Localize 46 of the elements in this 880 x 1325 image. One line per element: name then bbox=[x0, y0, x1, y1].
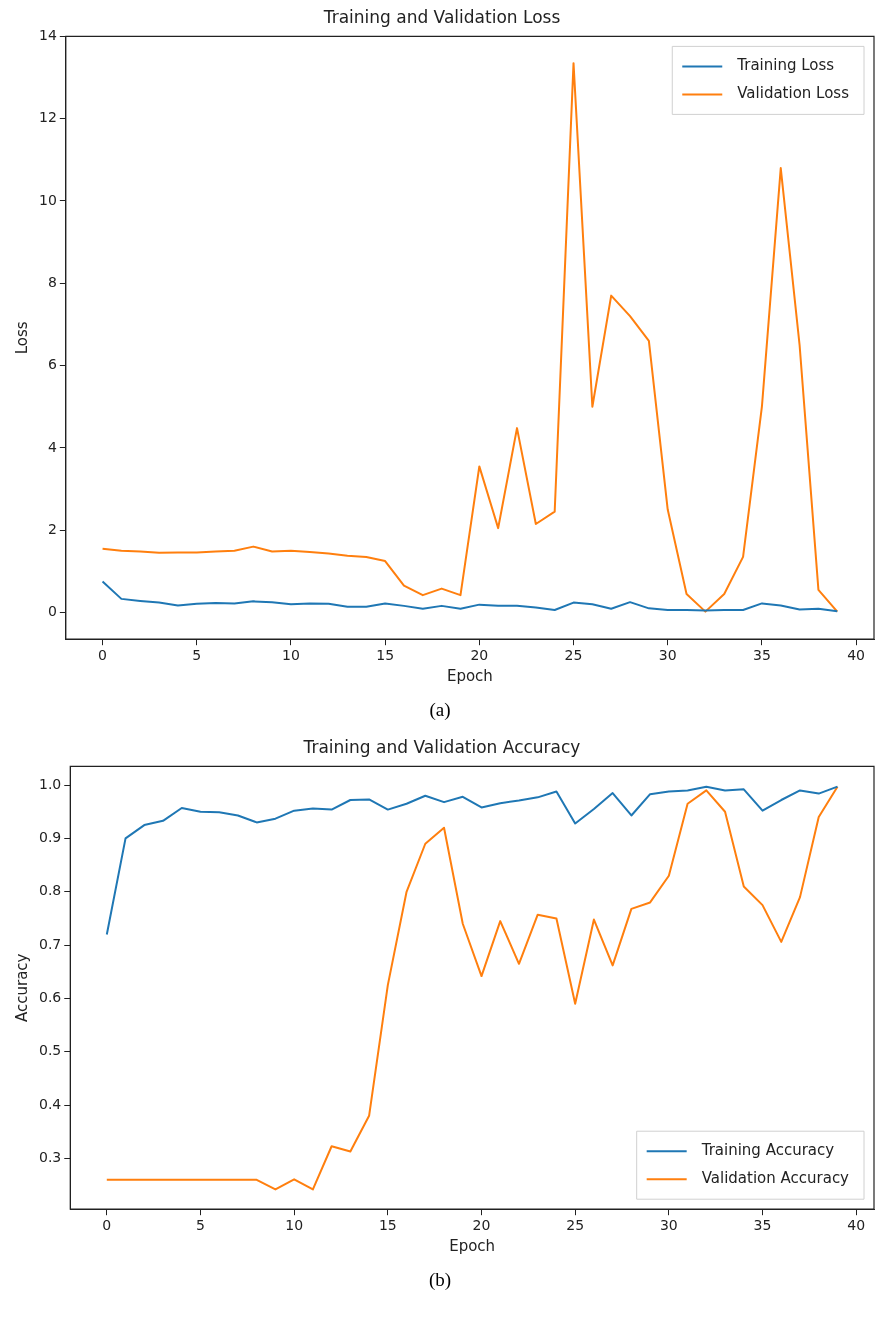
x-tick-label: 15 bbox=[378, 1217, 397, 1234]
x-tick-label: 40 bbox=[847, 1217, 866, 1234]
x-tick-label: 5 bbox=[192, 647, 202, 664]
y-tick-label: 0 bbox=[47, 603, 57, 620]
x-tick-label: 25 bbox=[564, 647, 583, 664]
chart-title: Training and Validation Loss bbox=[322, 6, 561, 27]
y-tick-label: 12 bbox=[38, 109, 57, 126]
text: (a) bbox=[428, 698, 452, 722]
x-tick-label: 25 bbox=[566, 1217, 585, 1234]
x-tick-label: 30 bbox=[659, 1217, 678, 1234]
x-tick-label: 20 bbox=[472, 1217, 491, 1234]
y-tick-label: 4 bbox=[47, 438, 57, 455]
y-tick-label: 0.3 bbox=[39, 1149, 62, 1166]
text: (b) bbox=[427, 1268, 453, 1292]
x-tick-label: 20 bbox=[470, 647, 489, 664]
x-tick-label: 40 bbox=[847, 647, 866, 664]
y-axis-title: Loss bbox=[12, 321, 31, 355]
y-tick-label: 6 bbox=[47, 356, 57, 373]
y-tick-label: 10 bbox=[38, 191, 57, 208]
y-tick-label: 2 bbox=[47, 520, 57, 537]
legend-label: Training Loss bbox=[736, 56, 835, 75]
x-tick-label: 10 bbox=[282, 647, 300, 664]
legend-label: Validation Accuracy bbox=[701, 1169, 850, 1188]
x-axis-title: Epoch bbox=[446, 666, 493, 685]
x-tick-label: 15 bbox=[376, 647, 395, 664]
y-tick-label: 0.9 bbox=[39, 829, 62, 846]
y-axis-title: Accuracy bbox=[12, 953, 31, 1023]
y-tick-label: 0.7 bbox=[39, 935, 62, 952]
x-tick-label: 5 bbox=[196, 1217, 205, 1234]
y-tick-label: 14 bbox=[38, 27, 57, 44]
x-tick-label: 0 bbox=[102, 1217, 112, 1234]
y-tick-label: 1.0 bbox=[39, 775, 62, 792]
x-tick-label: 10 bbox=[285, 1217, 304, 1234]
x-tick-label: 35 bbox=[752, 647, 771, 664]
y-tick-label: 0.5 bbox=[39, 1042, 62, 1059]
x-axis-title: Epoch bbox=[449, 1236, 496, 1255]
y-tick-label: 8 bbox=[47, 273, 57, 290]
y-tick-label: 0.6 bbox=[39, 989, 62, 1006]
x-tick-label: 0 bbox=[98, 647, 108, 664]
legend-label: Training Accuracy bbox=[700, 1141, 835, 1160]
y-tick-label: 0.4 bbox=[39, 1095, 62, 1112]
y-tick-label: 0.8 bbox=[39, 882, 62, 899]
legend-label: Validation Loss bbox=[737, 84, 850, 103]
x-tick-label: 30 bbox=[658, 647, 677, 664]
chart-title: Training and Validation Accuracy bbox=[302, 736, 581, 757]
x-tick-label: 35 bbox=[753, 1217, 772, 1234]
